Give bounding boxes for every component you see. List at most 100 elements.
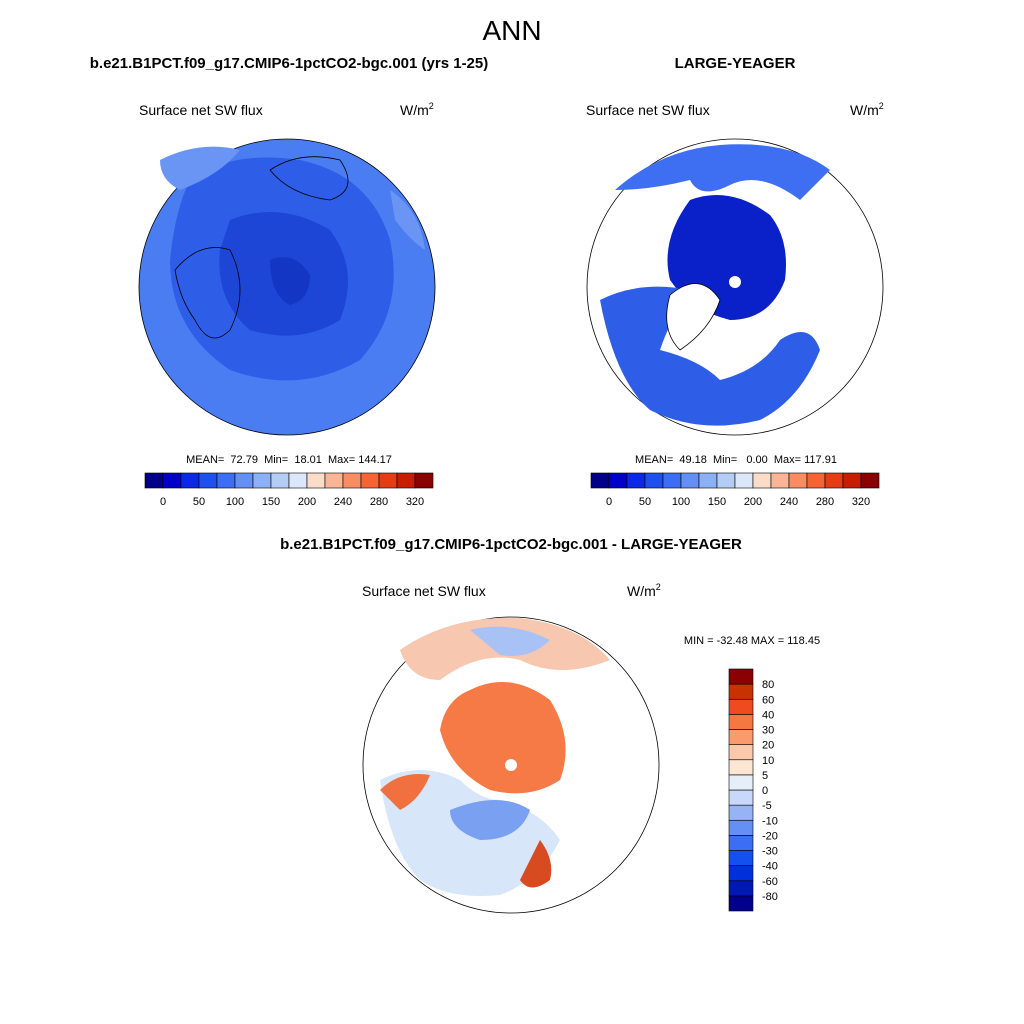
units-label: W/m2 bbox=[400, 101, 434, 118]
colorbar-box bbox=[180, 472, 200, 489]
units-label: W/m2 bbox=[627, 582, 661, 599]
colorbar-label: 5 bbox=[762, 770, 768, 782]
colorbar-box bbox=[728, 835, 754, 851]
colorbar-label: 20 bbox=[762, 740, 774, 752]
variable-label: Surface net SW flux bbox=[139, 102, 263, 118]
colorbar-box bbox=[396, 472, 416, 489]
colorbar-label: 100 bbox=[226, 496, 244, 508]
colorbar-box bbox=[770, 472, 790, 489]
colorbar-box bbox=[342, 472, 362, 489]
colorbar-label: -40 bbox=[762, 861, 778, 873]
panel-title: LARGE-YEAGER bbox=[675, 55, 796, 72]
stats-label: MEAN= 72.79 Min= 18.01 Max= 144.17 bbox=[186, 454, 392, 466]
colorbar-box bbox=[728, 774, 754, 791]
colorbar-box bbox=[728, 698, 754, 715]
colorbar-label: 60 bbox=[762, 694, 774, 706]
colorbar-label: 240 bbox=[334, 496, 352, 508]
colorbar-box bbox=[716, 472, 736, 489]
colorbar-box bbox=[414, 472, 434, 489]
colorbar-box bbox=[288, 472, 308, 489]
colorbar-label: 150 bbox=[262, 496, 280, 508]
colorbar-box bbox=[216, 472, 236, 489]
colorbar-box bbox=[728, 819, 754, 836]
units-power: 2 bbox=[656, 582, 661, 592]
colorbar-box bbox=[728, 789, 754, 806]
colorbar-box bbox=[360, 472, 380, 489]
colorbar-box bbox=[728, 744, 754, 761]
colorbar-box bbox=[252, 472, 272, 489]
polar-map bbox=[362, 616, 660, 914]
colorbar-label: 50 bbox=[193, 496, 205, 508]
colorbar-label: 240 bbox=[780, 496, 798, 508]
colorbar-box bbox=[728, 895, 754, 912]
colorbar-label: 280 bbox=[816, 496, 834, 508]
units: W/m bbox=[400, 102, 429, 118]
figure-title: ANN bbox=[482, 15, 541, 46]
colorbar-box bbox=[806, 472, 826, 489]
variable-label: Surface net SW flux bbox=[362, 583, 486, 599]
polar-map bbox=[586, 138, 884, 436]
panel-title: b.e21.B1PCT.f09_g17.CMIP6-1pctCO2-bgc.00… bbox=[90, 55, 489, 72]
colorbar-box bbox=[626, 472, 646, 489]
polar-map bbox=[138, 138, 436, 436]
colorbar-label: 200 bbox=[744, 496, 762, 508]
colorbar-box bbox=[728, 714, 754, 730]
colorbar-box bbox=[728, 729, 754, 745]
colorbar-box bbox=[728, 880, 754, 897]
colorbar-box bbox=[734, 472, 754, 489]
colorbar-box bbox=[698, 472, 718, 489]
colorbar-box bbox=[752, 472, 772, 489]
colorbar-label: 150 bbox=[708, 496, 726, 508]
colorbar-box bbox=[728, 865, 754, 882]
colorbar-label: 0 bbox=[160, 496, 166, 508]
units: W/m bbox=[627, 583, 656, 599]
colorbar-box bbox=[162, 472, 182, 489]
colorbar-box bbox=[378, 472, 398, 489]
colorbar-label: -30 bbox=[762, 846, 778, 858]
colorbar-box bbox=[728, 759, 754, 776]
colorbar-box bbox=[270, 472, 290, 489]
colorbar-label: -80 bbox=[762, 891, 778, 903]
colorbar-label: -60 bbox=[762, 876, 778, 888]
colorbar-label: 320 bbox=[852, 496, 870, 508]
units: W/m bbox=[850, 102, 879, 118]
colorbar-box bbox=[306, 472, 326, 489]
colorbar-box bbox=[662, 472, 682, 489]
colorbar-label: -20 bbox=[762, 830, 778, 842]
colorbar-box bbox=[728, 804, 754, 821]
colorbar-label: 50 bbox=[639, 496, 651, 508]
colorbar-box bbox=[234, 472, 254, 489]
colorbar-label: 40 bbox=[762, 709, 774, 721]
panel-title: b.e21.B1PCT.f09_g17.CMIP6-1pctCO2-bgc.00… bbox=[280, 536, 742, 553]
colorbar-label: 80 bbox=[762, 679, 774, 691]
colorbar-box bbox=[644, 472, 664, 489]
colorbar-box bbox=[608, 472, 628, 489]
units-power: 2 bbox=[429, 101, 434, 111]
colorbar-box bbox=[198, 472, 218, 489]
colorbar-box bbox=[788, 472, 808, 489]
colorbar-label: 30 bbox=[762, 725, 774, 737]
units-label: W/m2 bbox=[850, 101, 884, 118]
colorbar-label: 0 bbox=[762, 785, 768, 797]
stats-label: MIN = -32.48 MAX = 118.45 bbox=[684, 635, 820, 647]
stats-label: MEAN= 49.18 Min= 0.00 Max= 117.91 bbox=[635, 454, 837, 466]
colorbar-label: 200 bbox=[298, 496, 316, 508]
colorbar-label: 10 bbox=[762, 755, 774, 767]
colorbar-label: -10 bbox=[762, 815, 778, 827]
colorbar-box bbox=[144, 472, 164, 489]
colorbar-box bbox=[842, 472, 862, 489]
colorbar-label: 280 bbox=[370, 496, 388, 508]
colorbar-label: 100 bbox=[672, 496, 690, 508]
colorbar-box bbox=[860, 472, 880, 489]
colorbar-box bbox=[324, 472, 344, 489]
colorbar-label: 320 bbox=[406, 496, 424, 508]
colorbar-box bbox=[728, 668, 754, 685]
colorbar-box bbox=[728, 683, 754, 700]
colorbar-box bbox=[590, 472, 610, 489]
colorbar-box bbox=[680, 472, 700, 489]
colorbar-box bbox=[824, 472, 844, 489]
colorbar-box bbox=[728, 850, 754, 866]
variable-label: Surface net SW flux bbox=[586, 102, 710, 118]
colorbar-label: -5 bbox=[762, 800, 772, 812]
